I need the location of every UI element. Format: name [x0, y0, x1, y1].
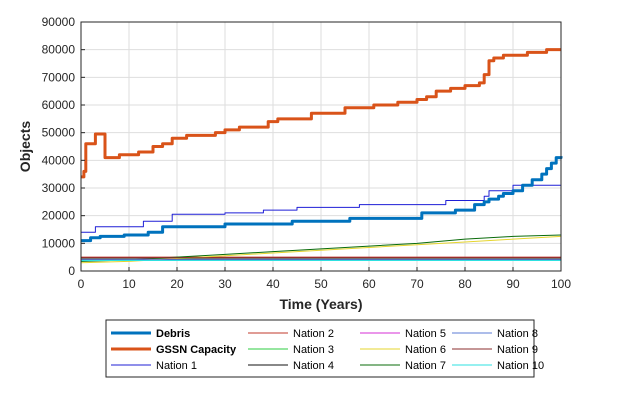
x-tick-label: 20	[170, 277, 184, 291]
x-tick-label: 70	[410, 277, 424, 291]
legend-label: Nation 5	[405, 328, 446, 340]
x-tick-label: 90	[506, 277, 520, 291]
legend: Debris GSSN Capacity Nation 1 Nation 2 Natio…	[105, 319, 544, 378]
y-tick-label: 40000	[42, 153, 76, 167]
legend-label: Nation 8	[497, 328, 538, 340]
x-tick-label: 30	[218, 277, 232, 291]
series-line-gssn-capacity	[81, 48, 561, 179]
y-tick-label: 0	[68, 264, 75, 278]
series-line-nation-1	[81, 184, 561, 233]
x-tick-label: 10	[122, 277, 136, 291]
y-tick-label: 60000	[42, 98, 76, 112]
legend-label: Nation 4	[293, 360, 334, 372]
y-axis-label: Objects	[17, 121, 33, 173]
x-tick-label: 100	[551, 277, 571, 291]
y-tick-label: 80000	[42, 43, 76, 57]
y-tick-label: 50000	[42, 126, 76, 140]
legend-label: Nation 6	[405, 344, 446, 356]
legend-label: Nation 10	[497, 360, 544, 372]
legend-label: Nation 2	[293, 328, 334, 340]
y-tick-label: 70000	[42, 70, 76, 84]
legend-label: Nation 9	[497, 344, 538, 356]
legend-label: Nation 1	[156, 360, 197, 372]
y-tick-label: 90000	[42, 15, 76, 29]
legend-label: Debris	[156, 328, 190, 340]
series-lines	[80, 48, 563, 264]
legend-label: GSSN Capacity	[156, 344, 237, 356]
series-line-debris	[81, 156, 563, 243]
y-tick-label: 30000	[42, 181, 76, 195]
y-tick-label: 10000	[42, 236, 76, 250]
tick-labels: 0 10 20 30 40 50 60 70 80 90 100 0 10000 20000 30000 40…	[42, 15, 572, 291]
legend-label: Nation 3	[293, 344, 334, 356]
y-tick-label: 20000	[42, 209, 76, 223]
x-tick-label: 80	[458, 277, 472, 291]
x-tick-label: 40	[266, 277, 280, 291]
x-axis-label: Time (Years)	[279, 296, 362, 312]
x-tick-label: 0	[78, 277, 85, 291]
legend-label: Nation 7	[405, 360, 446, 372]
x-tick-label: 50	[314, 277, 328, 291]
x-tick-label: 60	[362, 277, 376, 291]
